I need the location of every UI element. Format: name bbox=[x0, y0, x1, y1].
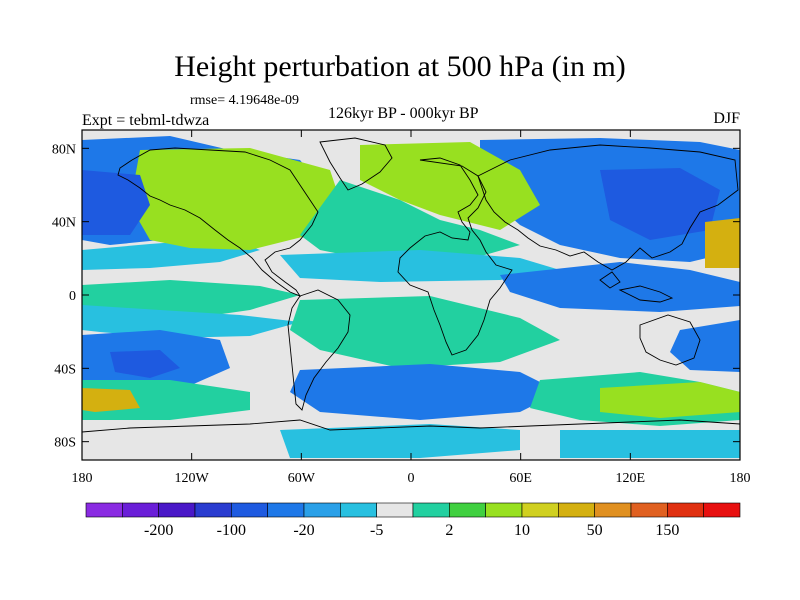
colorbar-label: 10 bbox=[514, 522, 530, 539]
coastline-europe-africa bbox=[397, 157, 513, 356]
lat-tick-label: 80N bbox=[52, 142, 76, 157]
colorbar-label: 2 bbox=[445, 522, 453, 539]
colorbar-box bbox=[594, 502, 632, 518]
colorbar-label: -100 bbox=[217, 522, 246, 539]
colorbar-box bbox=[485, 502, 523, 518]
colorbar-label: -5 bbox=[370, 522, 383, 539]
colorbar-box bbox=[558, 502, 595, 518]
coastline-south-america bbox=[287, 289, 351, 411]
colorbar-box bbox=[122, 502, 159, 518]
field-blob-18 bbox=[110, 350, 180, 378]
field-blob-24 bbox=[670, 320, 740, 372]
field-blob-21 bbox=[290, 364, 560, 420]
lon-tick-label: 180 bbox=[730, 471, 751, 486]
season-label: DJF bbox=[713, 110, 740, 127]
colorbar-box bbox=[158, 502, 196, 518]
lon-tick-label: 120W bbox=[175, 471, 210, 486]
colorbar-box bbox=[521, 502, 559, 518]
coastline-asia bbox=[477, 144, 739, 271]
field-blob-23 bbox=[600, 382, 740, 418]
rmse-label: rmse= 4.19648e-09 bbox=[190, 93, 299, 108]
colorbar-box bbox=[194, 502, 232, 518]
lat-tick-label: 80S bbox=[54, 436, 76, 451]
colorbar-box bbox=[231, 502, 268, 518]
lon-tick-label: 60E bbox=[509, 471, 532, 486]
colorbar-box bbox=[340, 502, 377, 518]
field-blob-4 bbox=[130, 148, 340, 250]
colorbar-box bbox=[303, 502, 341, 518]
colorbar-box bbox=[703, 502, 741, 518]
colorbar-label: 150 bbox=[655, 522, 679, 539]
field-blob-10 bbox=[705, 218, 740, 268]
colorbar-box bbox=[630, 502, 668, 518]
field-blob-14 bbox=[82, 305, 300, 338]
field-blob-8 bbox=[360, 142, 540, 230]
figure-title: Height perturbation at 500 hPa (in m) bbox=[174, 50, 626, 83]
lon-tick-label: 60W bbox=[288, 471, 316, 486]
lat-tick-label: 40N bbox=[52, 216, 76, 231]
field-blob-11 bbox=[280, 250, 560, 282]
colorbar-box bbox=[449, 502, 486, 518]
colorbar: -200 -100 -20 -5 2 10 50 150 bbox=[85, 502, 741, 539]
colorbar-label: -200 bbox=[144, 522, 173, 539]
colorbar-box bbox=[412, 502, 450, 518]
coastline-maritime-continent bbox=[599, 271, 674, 303]
coastline-north-america bbox=[117, 147, 319, 297]
field-blob-25 bbox=[280, 424, 520, 458]
field-blob-16 bbox=[290, 296, 560, 368]
coastline-australia bbox=[639, 314, 701, 366]
colorbar-box bbox=[376, 502, 414, 518]
lon-tick-label: 180 bbox=[72, 471, 93, 486]
field-blob-20 bbox=[82, 388, 140, 412]
lat-tick-label: 40S bbox=[54, 362, 76, 377]
lon-tick-label: 120E bbox=[616, 471, 646, 486]
field-blob-12 bbox=[500, 262, 740, 312]
contour-field bbox=[82, 130, 740, 460]
field-blob-9 bbox=[300, 180, 520, 262]
coastline-antarctica bbox=[82, 419, 740, 433]
field-blob-26 bbox=[560, 430, 740, 458]
colorbar-box bbox=[85, 502, 123, 518]
colorbar-box bbox=[667, 502, 704, 518]
period-label: 126kyr BP - 000kyr BP bbox=[328, 105, 479, 122]
lat-tick-label: 0 bbox=[69, 289, 76, 304]
map-axis-ticks: 80N 40N 0 40S 80S 180 120W 60W 0 60E 120E 180 bbox=[52, 130, 751, 486]
lon-tick-label: 0 bbox=[408, 471, 415, 486]
coastlines bbox=[82, 137, 740, 433]
colorbar-box bbox=[267, 502, 305, 518]
colorbar-label: 50 bbox=[587, 522, 603, 539]
field-blob-5 bbox=[82, 170, 150, 235]
coastline-greenland bbox=[319, 137, 393, 191]
colorbar-label: -20 bbox=[293, 522, 314, 539]
field-blob-7 bbox=[600, 168, 720, 240]
experiment-label: Expt = tebml-tdwza bbox=[82, 112, 210, 129]
